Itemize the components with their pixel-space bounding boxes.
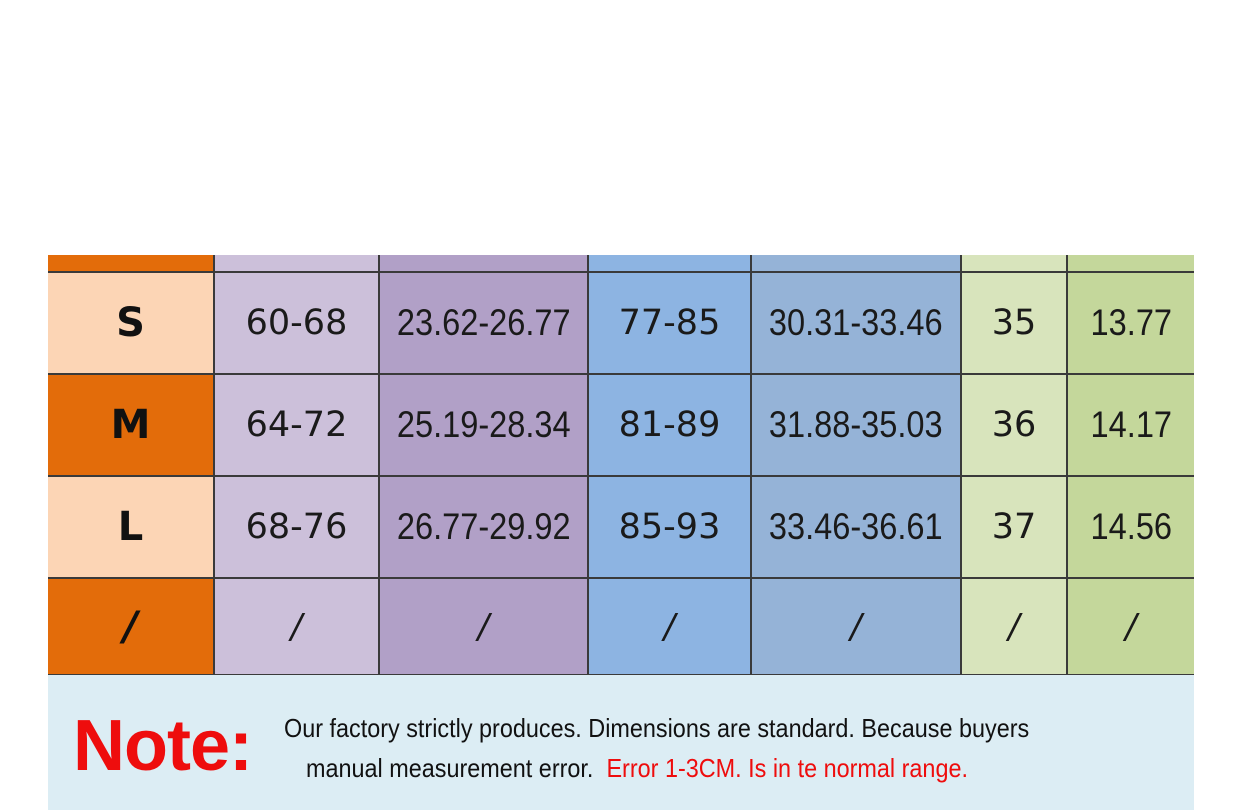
table-row-l: L 68-76 26.77-29.92 85-93 33.46-36.61 37… — [48, 475, 1194, 579]
table-cell: / — [1125, 606, 1137, 647]
table-cell: 68-76 — [245, 507, 348, 547]
table-cell: 35 — [991, 303, 1037, 343]
table-cell: 26.77-29.92 — [396, 506, 571, 547]
table-cell: 36 — [991, 405, 1037, 445]
table-cell: / — [663, 606, 676, 647]
table-top-strip — [48, 255, 1194, 273]
table-cell: 25.19-28.34 — [396, 404, 571, 445]
size-label: L — [117, 504, 144, 550]
note-text-red: Error 1-3CM. Is in te normal range. — [606, 753, 968, 783]
table-row-m: M 64-72 25.19-28.34 81-89 31.88-35.03 36… — [48, 373, 1194, 477]
size-chart: S 60-68 23.62-26.77 77-85 30.31-33.46 35… — [48, 255, 1194, 676]
size-label: / — [123, 603, 138, 650]
table-cell: 81-89 — [618, 405, 721, 445]
table-row-s: S 60-68 23.62-26.77 77-85 30.31-33.46 35… — [48, 271, 1194, 375]
table-cell: 13.77 — [1090, 302, 1172, 343]
table-cell: 77-85 — [618, 303, 721, 343]
note-box: Note: Our factory strictly produces. Dim… — [48, 675, 1194, 810]
table-cell: / — [477, 606, 490, 647]
note-text-line1: Our factory strictly produces. Dimension… — [284, 713, 1030, 743]
table-cell: 85-93 — [618, 507, 721, 547]
note-text-line2: manual measurement error. Error 1-3CM. I… — [306, 753, 968, 784]
size-table: S 60-68 23.62-26.77 77-85 30.31-33.46 35… — [48, 255, 1194, 676]
table-row-placeholder: / / / / / / / — [48, 577, 1194, 676]
size-label: M — [110, 402, 151, 448]
note-text-black: manual measurement error. — [306, 753, 594, 783]
table-cell: 33.46-36.61 — [769, 506, 943, 547]
table-cell: 14.17 — [1090, 404, 1172, 445]
table-cell: / — [290, 606, 303, 647]
table-cell: 14.56 — [1090, 506, 1172, 547]
size-label: S — [116, 300, 145, 346]
table-cell: / — [1008, 606, 1020, 647]
table-cell: 64-72 — [245, 405, 348, 445]
table-cell: 60-68 — [245, 303, 348, 343]
table-cell: / — [850, 606, 862, 647]
table-cell: 31.88-35.03 — [769, 404, 943, 445]
table-cell: 30.31-33.46 — [769, 302, 943, 343]
table-cell: 37 — [991, 507, 1037, 547]
table-cell: 23.62-26.77 — [396, 302, 571, 343]
note-label: Note: — [73, 706, 253, 786]
